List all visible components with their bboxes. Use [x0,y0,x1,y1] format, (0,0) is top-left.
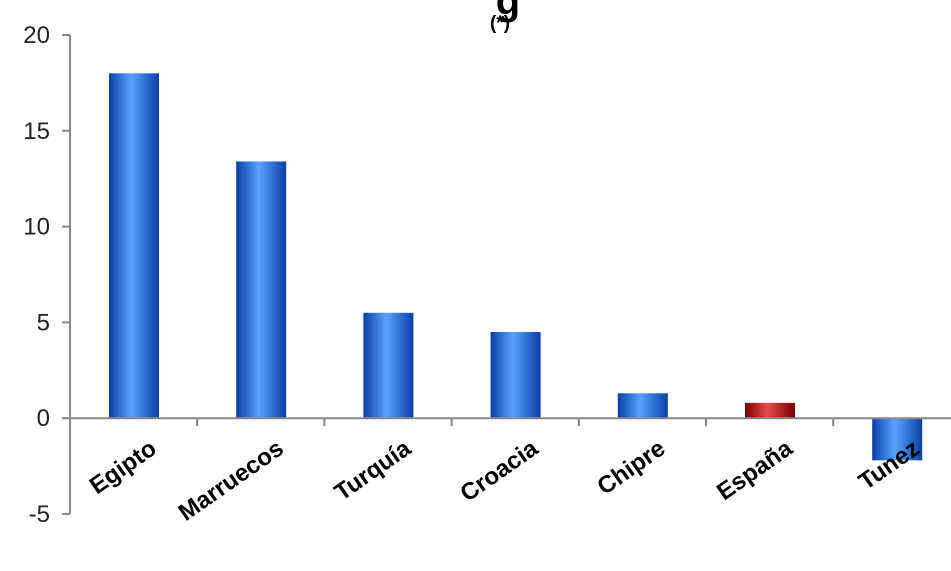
y-tick-label: 15 [23,118,50,145]
y-tick-label: 10 [23,214,50,241]
y-tick-label: 5 [37,309,50,336]
bar-españa [745,402,795,419]
x-axis-labels: Egipto Marruecos Turquía Croacia Chipre Españ… [85,434,925,526]
x-tick-label: Chipre [592,435,670,501]
y-axis-ticks: -5 0 5 10 15 20 [23,22,70,528]
chart-note: (*) [490,13,510,34]
x-tick-label: Croacia [455,434,543,507]
x-tick-label: España [712,434,798,505]
x-tick-label: Egipto [85,435,162,500]
bar-tunez [872,418,923,461]
y-tick-label: 20 [23,22,50,49]
bar-egipto [109,73,159,419]
bar-marruecos [236,161,287,419]
bar-croacia [490,331,541,419]
chart-title-fragment: g [496,0,520,23]
bars-group [109,73,923,461]
x-tick-label: Marruecos [174,435,289,527]
x-tick-label: Turquía [330,434,417,506]
x-axis-ticks [69,418,835,427]
y-tick-label: -5 [29,501,50,528]
bar-turquía [363,312,414,419]
y-tick-label: 0 [37,405,50,432]
bar-chipre [617,393,668,419]
